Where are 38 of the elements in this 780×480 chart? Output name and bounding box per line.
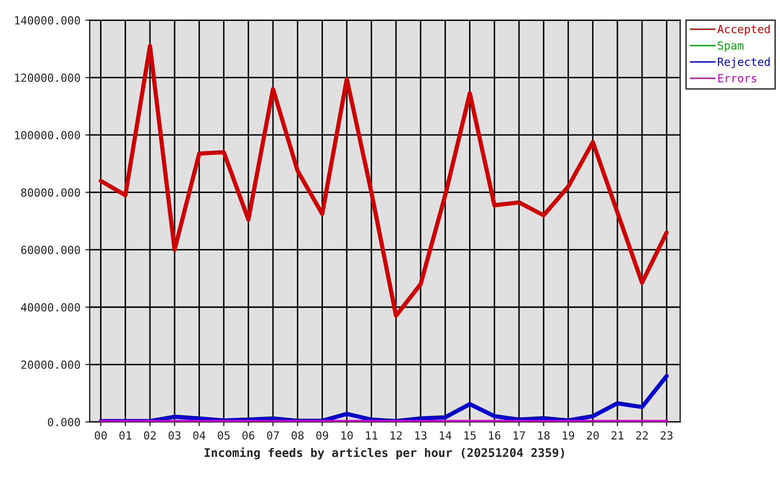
y-tick-label: 80000.000 <box>21 188 80 197</box>
x-tick-label: 13 <box>415 431 426 440</box>
x-tick-label: 06 <box>242 431 254 440</box>
y-tick-label: 140000.000 <box>15 16 80 25</box>
y-tick-label: 100000.000 <box>15 130 80 140</box>
y-tick-label: 60000.000 <box>21 246 80 254</box>
x-tick-label: 10 <box>341 431 353 440</box>
x-tick-label: 02 <box>144 431 156 440</box>
x-tick-label: 16 <box>489 431 500 440</box>
x-tick-label: 04 <box>193 431 206 440</box>
x-tick-label: 21 <box>612 431 624 440</box>
x-tick-label: 18 <box>538 431 550 440</box>
x-tick-label: 08 <box>292 431 304 440</box>
line-series <box>98 44 669 318</box>
x-tick-label: 00 <box>94 431 107 440</box>
y-tick-label: 0.000 <box>48 418 80 426</box>
legend-label: Spam <box>718 41 744 52</box>
x-tick-label: 12 <box>390 431 402 440</box>
x-tick-label: 23 <box>660 431 672 440</box>
legend-label: Errors <box>718 74 756 82</box>
y-tick-label: 40000.000 <box>21 303 80 312</box>
x-tick-label: 19 <box>562 431 574 440</box>
x-tick-label: 22 <box>636 431 648 440</box>
x-tick-label: 15 <box>464 431 476 440</box>
x-tick-label: 11 <box>366 431 378 440</box>
y-tick-label: 20000.000 <box>21 360 80 369</box>
x-tick-label: 01 <box>119 431 132 440</box>
x-tick-label: 20 <box>586 431 599 440</box>
x-tick-label: 09 <box>316 431 328 440</box>
x-tick-label: 03 <box>168 431 180 440</box>
x-tick-label: 17 <box>514 431 525 440</box>
x-tick-label: 07 <box>267 431 279 440</box>
legend-label: Rejected <box>718 57 770 68</box>
x-axis-title: Incoming feeds by articles per hour (20251204 2359) <box>204 447 564 460</box>
legend-label: Accepted <box>717 24 770 36</box>
x-tick-label: 14 <box>440 431 452 440</box>
y-tick-label: 120000.000 <box>15 74 80 82</box>
x-tick-label: 05 <box>218 431 230 440</box>
